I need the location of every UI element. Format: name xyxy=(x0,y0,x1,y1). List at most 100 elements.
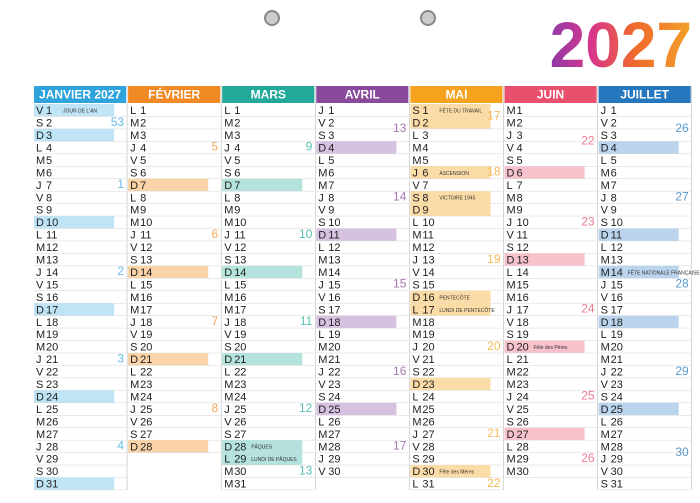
weekday-letter: M xyxy=(318,180,327,192)
weekday-letter: V xyxy=(224,329,232,341)
day-number: 12 xyxy=(422,242,434,254)
weekday-letter: V xyxy=(601,118,609,130)
week-number: 21 xyxy=(487,426,501,440)
month-name: FÉVRIER xyxy=(148,87,200,102)
weekday-letter: M xyxy=(412,416,421,428)
day-number: 14 xyxy=(46,267,58,279)
weekday-letter: M xyxy=(507,105,516,117)
weekday-letter: D xyxy=(412,379,420,391)
week-number: 17 xyxy=(393,439,407,453)
weekday-letter: M xyxy=(224,466,233,478)
weekday-letter: D xyxy=(507,167,515,179)
day-number: 2 xyxy=(234,118,240,130)
weekday-letter: M xyxy=(412,404,421,416)
day-number: 6 xyxy=(611,167,617,179)
weekday-letter: M xyxy=(224,391,233,403)
day-number: 17 xyxy=(140,304,152,316)
weekday-letter: M xyxy=(130,292,139,304)
weekday-letter: M xyxy=(507,454,516,466)
month-header xyxy=(598,86,691,103)
weekday-letter: S xyxy=(36,205,43,217)
day-highlight xyxy=(410,303,491,316)
day-number: 16 xyxy=(422,292,434,304)
day-number: 9 xyxy=(328,205,334,217)
weekday-letter: M xyxy=(601,429,610,441)
weekday-letter: M xyxy=(601,354,610,366)
day-number: 26 xyxy=(611,416,623,428)
month-header xyxy=(316,86,409,103)
day-number: 20 xyxy=(517,342,529,354)
day-number: 5 xyxy=(140,155,146,167)
day-number: 20 xyxy=(611,342,623,354)
week-number: 5 xyxy=(212,140,219,154)
day-number: 10 xyxy=(46,217,58,229)
day-number: 4 xyxy=(611,142,617,154)
weekday-letter: S xyxy=(130,167,137,179)
day-number: 11 xyxy=(46,230,57,242)
week-number: 53 xyxy=(111,115,125,129)
weekday-letter: L xyxy=(318,155,324,167)
weekday-letter: L xyxy=(601,155,607,167)
weekday-letter: L xyxy=(412,304,418,316)
day-number: 15 xyxy=(140,279,152,291)
weekday-letter: S xyxy=(130,342,137,354)
weekday-letter: D xyxy=(36,391,44,403)
weekday-letter: S xyxy=(318,217,325,229)
day-number: 25 xyxy=(234,404,246,416)
day-highlight xyxy=(410,203,491,217)
day-number: 18 xyxy=(140,317,152,329)
day-number: 6 xyxy=(422,167,428,179)
weekday-letter: D xyxy=(507,255,515,267)
day-number: 22 xyxy=(234,367,246,379)
weekday-letter: D xyxy=(130,441,138,453)
weekday-letter: L xyxy=(507,267,513,279)
weekday-letter: M xyxy=(412,329,421,341)
weekday-letter: L xyxy=(130,279,136,291)
weekday-letter: S xyxy=(130,429,137,441)
grommet xyxy=(264,10,280,26)
month-name: MAI xyxy=(445,88,467,102)
event-label: VICTOIRE 1945 xyxy=(439,196,475,202)
day-number: 7 xyxy=(140,180,146,192)
day-number: 25 xyxy=(46,404,58,416)
weekday-letter: M xyxy=(224,205,233,217)
weekday-letter: M xyxy=(507,205,516,217)
weekday-letter: M xyxy=(36,329,45,341)
day-number: 31 xyxy=(611,479,623,491)
day-number: 28 xyxy=(611,441,623,453)
weekday-letter: D xyxy=(601,230,609,242)
weekday-letter: J xyxy=(412,342,418,354)
day-number: 2 xyxy=(328,118,334,130)
weekday-letter: M xyxy=(507,192,516,204)
day-number: 2 xyxy=(422,118,428,130)
weekday-letter: M xyxy=(318,267,327,279)
day-number: 23 xyxy=(234,379,246,391)
weekday-letter: M xyxy=(507,367,516,379)
day-number: 14 xyxy=(517,267,529,279)
day-number: 13 xyxy=(328,255,340,267)
weekday-letter: L xyxy=(318,416,324,428)
week-number: 23 xyxy=(581,214,595,228)
event-label: Fête des Pères xyxy=(534,345,568,351)
day-number: 31 xyxy=(422,479,434,491)
month-name: AVRIL xyxy=(345,88,380,102)
day-number: 13 xyxy=(611,255,623,267)
weekday-letter: M xyxy=(36,416,45,428)
weekday-letter: D xyxy=(130,180,138,192)
day-number: 15 xyxy=(234,279,246,291)
day-number: 17 xyxy=(611,304,623,316)
day-number: 18 xyxy=(422,317,434,329)
day-number: 8 xyxy=(234,192,240,204)
day-number: 1 xyxy=(234,105,240,117)
day-number: 6 xyxy=(46,167,52,179)
day-number: 12 xyxy=(140,242,152,254)
weekday-letter: M xyxy=(318,354,327,366)
day-number: 8 xyxy=(422,192,428,204)
weekday-letter: D xyxy=(318,317,326,329)
week-number: 12 xyxy=(299,401,313,415)
weekday-letter: S xyxy=(412,454,419,466)
day-number: 3 xyxy=(517,130,523,142)
weekday-letter: M xyxy=(130,391,139,403)
weekday-letter: M xyxy=(412,155,421,167)
